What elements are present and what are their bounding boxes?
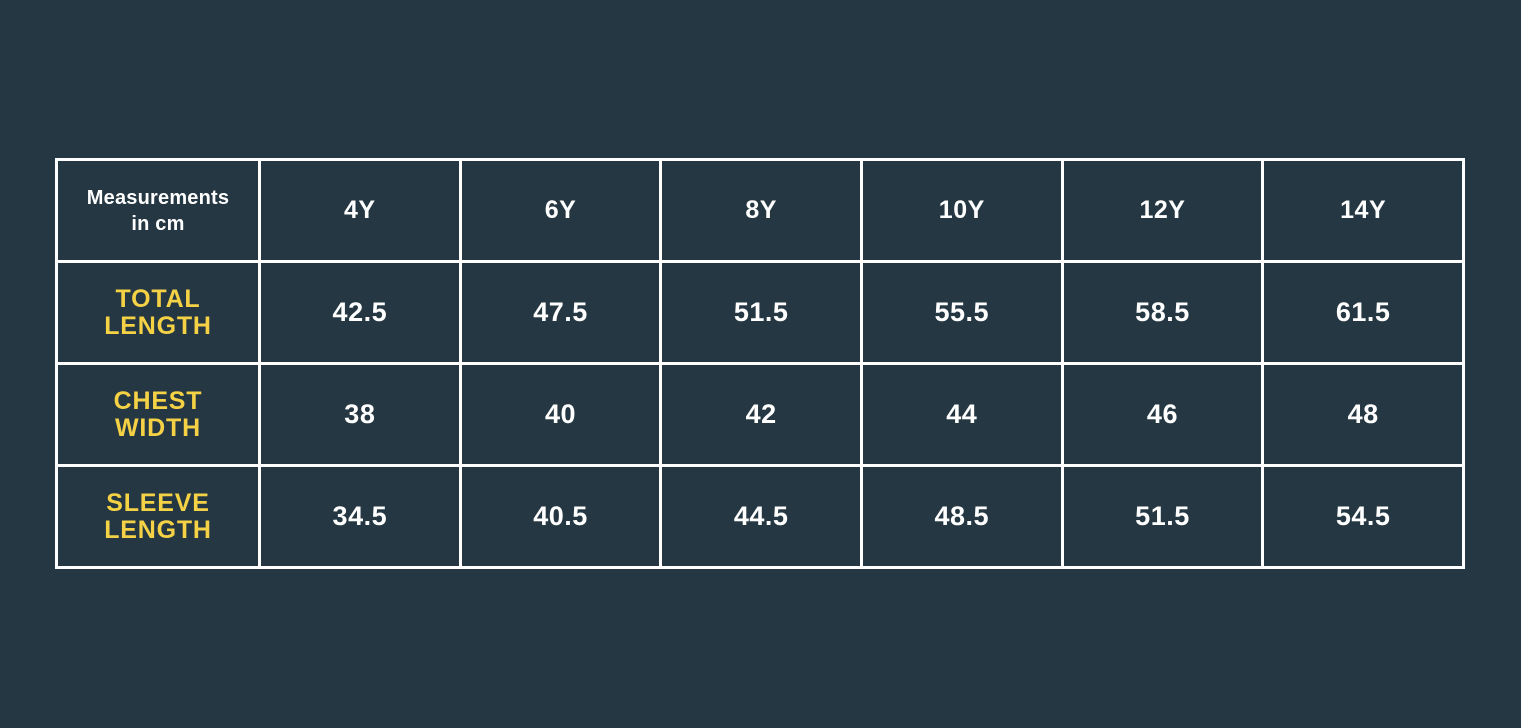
table-row: CHEST WIDTH 38 40 42 44 46 48 xyxy=(55,362,1465,467)
measurement-value: 55.5 xyxy=(859,260,1064,365)
measurement-value: 42.5 xyxy=(258,260,462,365)
measurement-value: 42 xyxy=(659,362,863,467)
measurement-value: 44.5 xyxy=(659,464,863,569)
size-column-header: 10Y xyxy=(859,158,1064,263)
table-row: TOTAL LENGTH 42.5 47.5 51.5 55.5 58.5 61.5 xyxy=(55,260,1465,365)
measurement-value: 61.5 xyxy=(1261,260,1465,365)
measurement-value: 47.5 xyxy=(458,260,663,365)
size-column-header: 4Y xyxy=(258,158,462,263)
header-row: Measurements in cm 4Y 6Y 8Y 10Y 12Y 14Y xyxy=(55,158,1465,263)
table-row: SLEEVE LENGTH 34.5 40.5 44.5 48.5 51.5 54.5 xyxy=(55,464,1465,569)
measurement-value: 46 xyxy=(1060,362,1265,467)
size-column-header: 8Y xyxy=(659,158,863,263)
measurement-value: 51.5 xyxy=(659,260,863,365)
corner-header: Measurements in cm xyxy=(55,158,261,263)
measurement-value: 40.5 xyxy=(458,464,663,569)
row-label: CHEST WIDTH xyxy=(55,362,261,467)
measurement-value: 58.5 xyxy=(1060,260,1265,365)
measurement-value: 54.5 xyxy=(1261,464,1465,569)
size-column-header: 14Y xyxy=(1261,158,1465,263)
measurement-value: 48 xyxy=(1261,362,1465,467)
size-chart-table: Measurements in cm 4Y 6Y 8Y 10Y 12Y 14Y TOTAL LE… xyxy=(55,158,1465,569)
measurement-value: 40 xyxy=(458,362,663,467)
measurement-value: 38 xyxy=(258,362,462,467)
measurement-value: 51.5 xyxy=(1060,464,1265,569)
measurement-value: 44 xyxy=(859,362,1064,467)
size-column-header: 12Y xyxy=(1060,158,1265,263)
row-label: SLEEVE LENGTH xyxy=(55,464,261,569)
size-column-header: 6Y xyxy=(458,158,663,263)
measurement-value: 34.5 xyxy=(258,464,462,569)
row-label: TOTAL LENGTH xyxy=(55,260,261,365)
measurement-value: 48.5 xyxy=(859,464,1064,569)
